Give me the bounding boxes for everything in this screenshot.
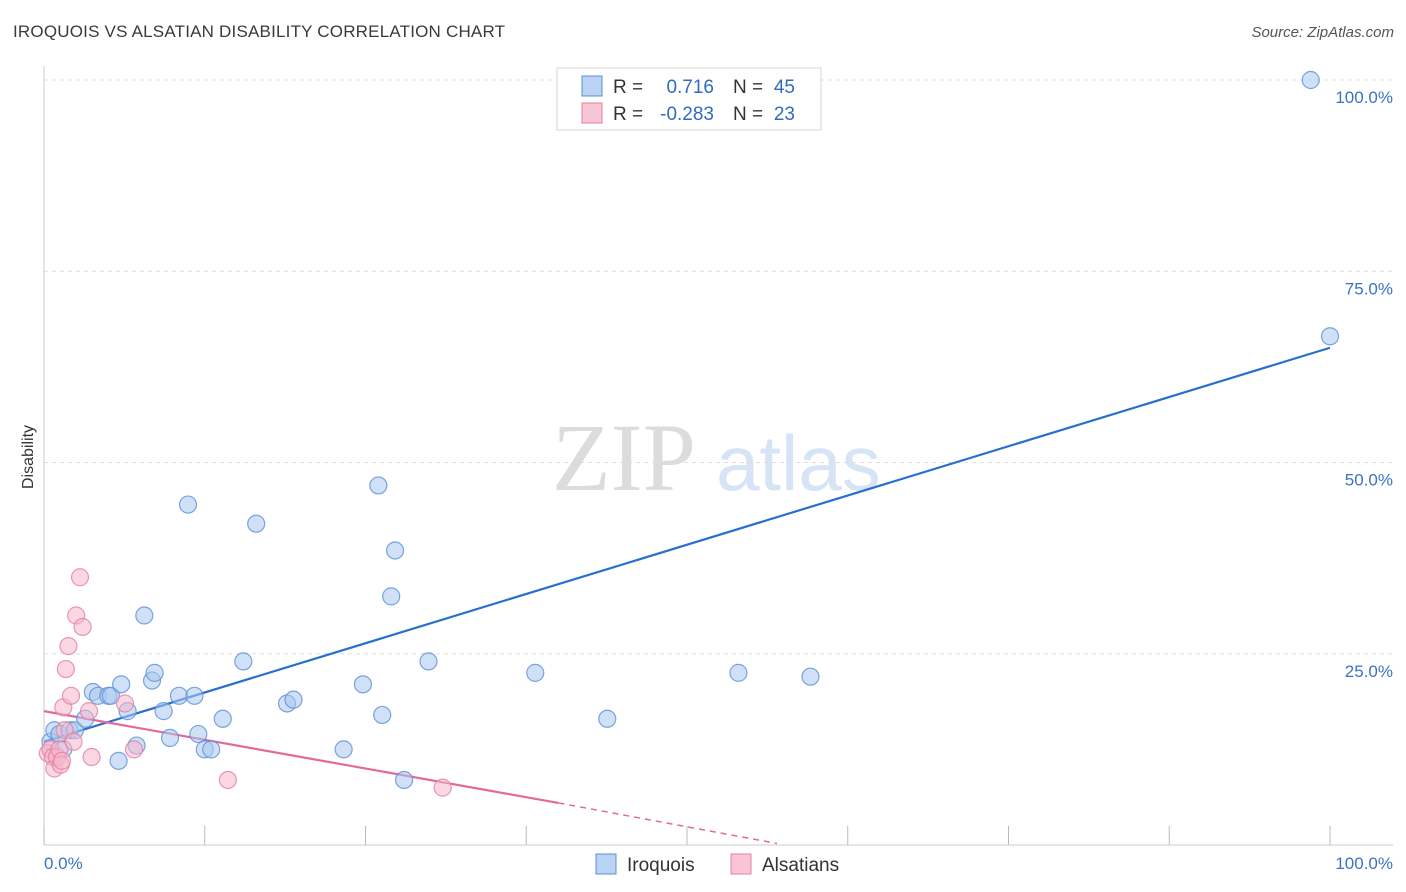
data-point-iroquois	[145, 663, 164, 682]
data-point-iroquois	[382, 587, 401, 606]
legend-n-value-alsatians: 23	[774, 104, 795, 125]
data-point-iroquois	[373, 705, 392, 725]
data-point-alsatians	[115, 694, 135, 713]
data-point-iroquois	[189, 724, 208, 744]
data-point-iroquois	[729, 663, 748, 682]
chart-title: IROQUOIS VS ALSATIAN DISABILITY CORRELAT…	[13, 22, 506, 41]
series-legend-swatch-iroquois	[595, 853, 617, 875]
y-tick-label: 100.0%	[1335, 88, 1393, 107]
data-point-iroquois	[169, 686, 189, 705]
grid-layer	[44, 79, 1393, 655]
data-point-iroquois	[154, 702, 173, 721]
series-legend-swatch-alsatians	[730, 853, 752, 875]
data-point-iroquois	[419, 652, 438, 671]
trend-line-extension-alsatians	[558, 802, 778, 845]
data-point-iroquois	[598, 709, 617, 728]
legend-swatch-iroquois	[581, 75, 603, 97]
data-point-iroquois	[109, 751, 128, 770]
data-point-alsatians	[70, 568, 90, 587]
legend-n-label-alsatians: N =	[733, 104, 763, 125]
axis-layer: 25.0% 50.0% 75.0% 100.0%	[43, 66, 1393, 846]
y-tick-label: 75.0%	[1345, 279, 1393, 298]
data-point-iroquois	[112, 675, 131, 694]
point-layer	[38, 70, 1340, 797]
data-point-iroquois	[213, 709, 232, 728]
data-point-alsatians	[82, 747, 101, 767]
legend-r-value-iroquois: 0.716	[666, 77, 714, 98]
data-point-alsatians	[124, 740, 144, 759]
watermark-zip: ZIP	[552, 404, 696, 511]
data-point-iroquois	[369, 476, 388, 495]
data-point-alsatians	[218, 770, 237, 790]
data-point-iroquois	[1320, 327, 1340, 346]
trend-layer	[43, 346, 1331, 845]
data-point-iroquois	[526, 663, 545, 682]
data-point-iroquois	[101, 686, 120, 705]
x-tick-label-max: 100.0%	[1335, 854, 1393, 873]
data-point-iroquois	[334, 740, 353, 759]
y-axis-label: Disability	[20, 425, 37, 489]
data-point-alsatians	[61, 686, 81, 705]
data-point-iroquois	[353, 675, 373, 694]
legend-swatch-alsatians	[581, 102, 603, 124]
data-point-alsatians	[64, 732, 83, 751]
data-point-iroquois	[135, 606, 154, 625]
data-point-alsatians	[59, 636, 78, 656]
data-point-iroquois	[247, 514, 266, 533]
data-point-iroquois	[394, 770, 414, 790]
data-point-iroquois	[160, 728, 180, 748]
series-legend-label-iroquois: Iroquois	[627, 855, 695, 876]
legend-r-value-alsatians: -0.283	[660, 104, 714, 125]
y-tick-label: 50.0%	[1345, 471, 1393, 490]
legend-r-label-alsatians: R =	[613, 104, 643, 125]
data-point-iroquois	[185, 686, 204, 705]
trend-line-alsatians	[43, 710, 559, 805]
correlation-legend: R = 0.716 N = 45 R = -0.283 N = 23	[556, 67, 822, 131]
data-point-iroquois	[202, 740, 221, 759]
legend-n-label-iroquois: N =	[733, 77, 763, 98]
source-label: Source: ZipAtlas.com	[1251, 24, 1394, 41]
data-point-iroquois	[801, 667, 820, 686]
data-point-alsatians	[433, 778, 452, 797]
y-tick-label: 25.0%	[1345, 662, 1393, 681]
data-point-alsatians	[52, 751, 72, 770]
legend-n-value-iroquois: 45	[774, 77, 795, 98]
data-point-iroquois	[1301, 70, 1320, 90]
data-point-alsatians	[79, 702, 99, 721]
trend-line-iroquois	[43, 346, 1331, 743]
data-point-iroquois	[234, 652, 253, 671]
series-legend: Iroquois Alsatians	[595, 853, 839, 876]
x-tick-label-min: 0.0%	[44, 854, 83, 873]
data-point-alsatians	[56, 659, 75, 679]
data-point-alsatians	[73, 617, 92, 637]
series-legend-label-alsatians: Alsatians	[762, 855, 839, 876]
data-point-iroquois	[284, 690, 303, 709]
legend-r-label-iroquois: R =	[613, 77, 643, 98]
data-point-iroquois	[385, 541, 405, 560]
data-point-iroquois	[178, 495, 198, 514]
